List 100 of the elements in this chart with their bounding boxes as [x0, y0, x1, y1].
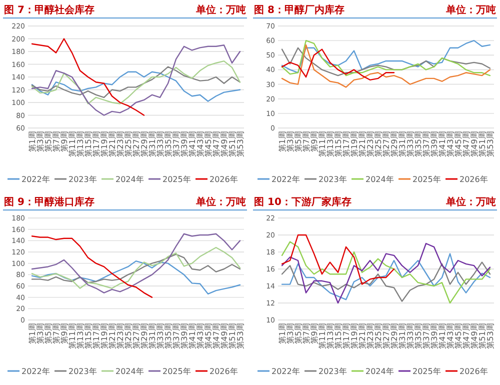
x-tick-label: 第35周 [164, 323, 173, 350]
x-tick-label: 第25周 [124, 131, 133, 158]
x-tick-label: 第53周 [236, 131, 245, 158]
line-series [31, 233, 241, 294]
x-tick-label: 第33周 [406, 131, 415, 158]
line-series [31, 260, 241, 295]
line-series [281, 234, 395, 285]
x-tick-label: 第31周 [398, 131, 407, 158]
x-tick-label: 第45周 [454, 323, 463, 350]
x-tick-label: 第43周 [446, 323, 455, 350]
legend-label: 2026年 [460, 175, 488, 184]
x-tick-label: 第9周 [60, 323, 69, 344]
x-tick-label: 第31周 [398, 323, 407, 350]
legend-label: 2022年 [22, 367, 50, 376]
x-tick-label: 第31周 [148, 323, 157, 350]
x-tick-label: 第35周 [414, 323, 423, 350]
line-series [281, 253, 491, 300]
x-tick-label: 第15周 [84, 131, 93, 158]
chart-title: 图 9：甲醇港口库存 [4, 196, 94, 208]
x-tick-label: 第17周 [342, 131, 351, 158]
x-tick-label: 第33周 [156, 131, 165, 158]
x-tick-label: 第43周 [196, 131, 205, 158]
x-tick-label: 第49周 [470, 323, 479, 350]
line-series [281, 48, 395, 81]
x-tick-label: 第15周 [334, 323, 343, 350]
x-tick-label: 第13周 [326, 323, 335, 350]
x-tick-label: 第5周 [44, 323, 53, 344]
x-tick-label: 第11周 [318, 131, 327, 158]
x-tick-label: 第51周 [478, 131, 487, 158]
x-tick-label: 第1周 [28, 323, 37, 344]
x-tick-label: 第19周 [350, 131, 359, 158]
x-tick-label: 第17周 [342, 323, 351, 350]
x-tick-label: 第51周 [228, 323, 237, 350]
x-tick-label: 第9周 [310, 131, 319, 152]
x-tick-label: 第53周 [486, 323, 495, 350]
legend-label: 2025年 [162, 367, 191, 376]
legend-label: 2022年 [272, 367, 300, 376]
line-series [31, 236, 153, 298]
x-tick-label: 第43周 [196, 323, 205, 350]
legend-label: 2023年 [68, 367, 97, 376]
line-series [31, 38, 145, 116]
line-series [31, 71, 241, 102]
x-tick-label: 第39周 [180, 131, 189, 158]
chart-title: 图 10：下游厂家库存 [254, 196, 352, 208]
x-tick-label: 第53周 [486, 131, 495, 158]
chart-subtitle: 单位：万吨 [445, 4, 496, 16]
line-series [31, 254, 241, 284]
x-tick-label: 第11周 [68, 323, 77, 350]
x-tick-label: 第11周 [68, 131, 77, 158]
x-tick-label: 第23周 [116, 131, 125, 158]
x-tick-label: 第21周 [108, 131, 117, 158]
x-tick-label: 第47周 [462, 131, 471, 158]
x-tick-label: 第3周 [36, 323, 45, 344]
x-tick-label: 第7周 [52, 131, 61, 152]
x-tick-label: 第23周 [116, 323, 125, 350]
x-tick-label: 第5周 [294, 131, 303, 152]
x-tick-label: 第27周 [382, 323, 391, 350]
chart-title: 图 8：甲醇厂内库存 [254, 4, 344, 16]
legend-label: 2022年 [22, 175, 50, 184]
legend-label: 2023年 [318, 175, 347, 184]
x-tick-label: 第47周 [212, 323, 221, 350]
x-tick-label: 第19周 [100, 131, 109, 158]
x-tick-label: 第15周 [334, 131, 343, 158]
line-series [281, 262, 491, 302]
x-tick-label: 第1周 [28, 131, 37, 152]
x-tick-label: 第35周 [164, 131, 173, 158]
x-tick-label: 第21周 [358, 131, 367, 158]
x-tick-label: 第11周 [318, 323, 327, 350]
legend-label: 2023年 [318, 367, 347, 376]
x-tick-label: 第25周 [124, 323, 133, 350]
x-tick-label: 第23周 [366, 131, 375, 158]
x-tick-label: 第15周 [84, 323, 93, 350]
line-series [31, 66, 241, 98]
x-tick-label: 第39周 [430, 323, 439, 350]
x-tick-label: 第53周 [236, 323, 245, 350]
legend-label: 2025年 [412, 367, 441, 376]
x-tick-label: 第7周 [302, 323, 311, 344]
chart-subtitle: 单位：万吨 [195, 196, 246, 208]
legend-label: 2026年 [210, 175, 238, 184]
x-tick-label: 第1周 [278, 131, 287, 152]
x-tick-label: 第3周 [36, 131, 45, 152]
x-tick-label: 第19周 [350, 323, 359, 350]
x-tick-label: 第17周 [92, 323, 101, 350]
legend-label: 2026年 [460, 367, 488, 376]
x-tick-label: 第35周 [414, 131, 423, 158]
x-tick-label: 第45周 [204, 323, 213, 350]
x-tick-label: 第49周 [220, 323, 229, 350]
x-tick-label: 第29周 [140, 323, 149, 350]
x-tick-label: 第27周 [132, 323, 141, 350]
x-tick-label: 第19周 [100, 323, 109, 350]
x-tick-label: 第51周 [228, 131, 237, 158]
x-tick-label: 第23周 [366, 323, 375, 350]
x-tick-label: 第9周 [60, 131, 69, 152]
x-tick-label: 第25周 [374, 323, 383, 350]
x-tick-label: 第27周 [382, 131, 391, 158]
legend-label: 2024年 [116, 367, 144, 376]
chart-subtitle: 单位：万吨 [195, 4, 246, 16]
line-series [31, 246, 241, 289]
x-tick-label: 第37周 [422, 131, 431, 158]
x-tick-label: 第41周 [188, 323, 197, 350]
